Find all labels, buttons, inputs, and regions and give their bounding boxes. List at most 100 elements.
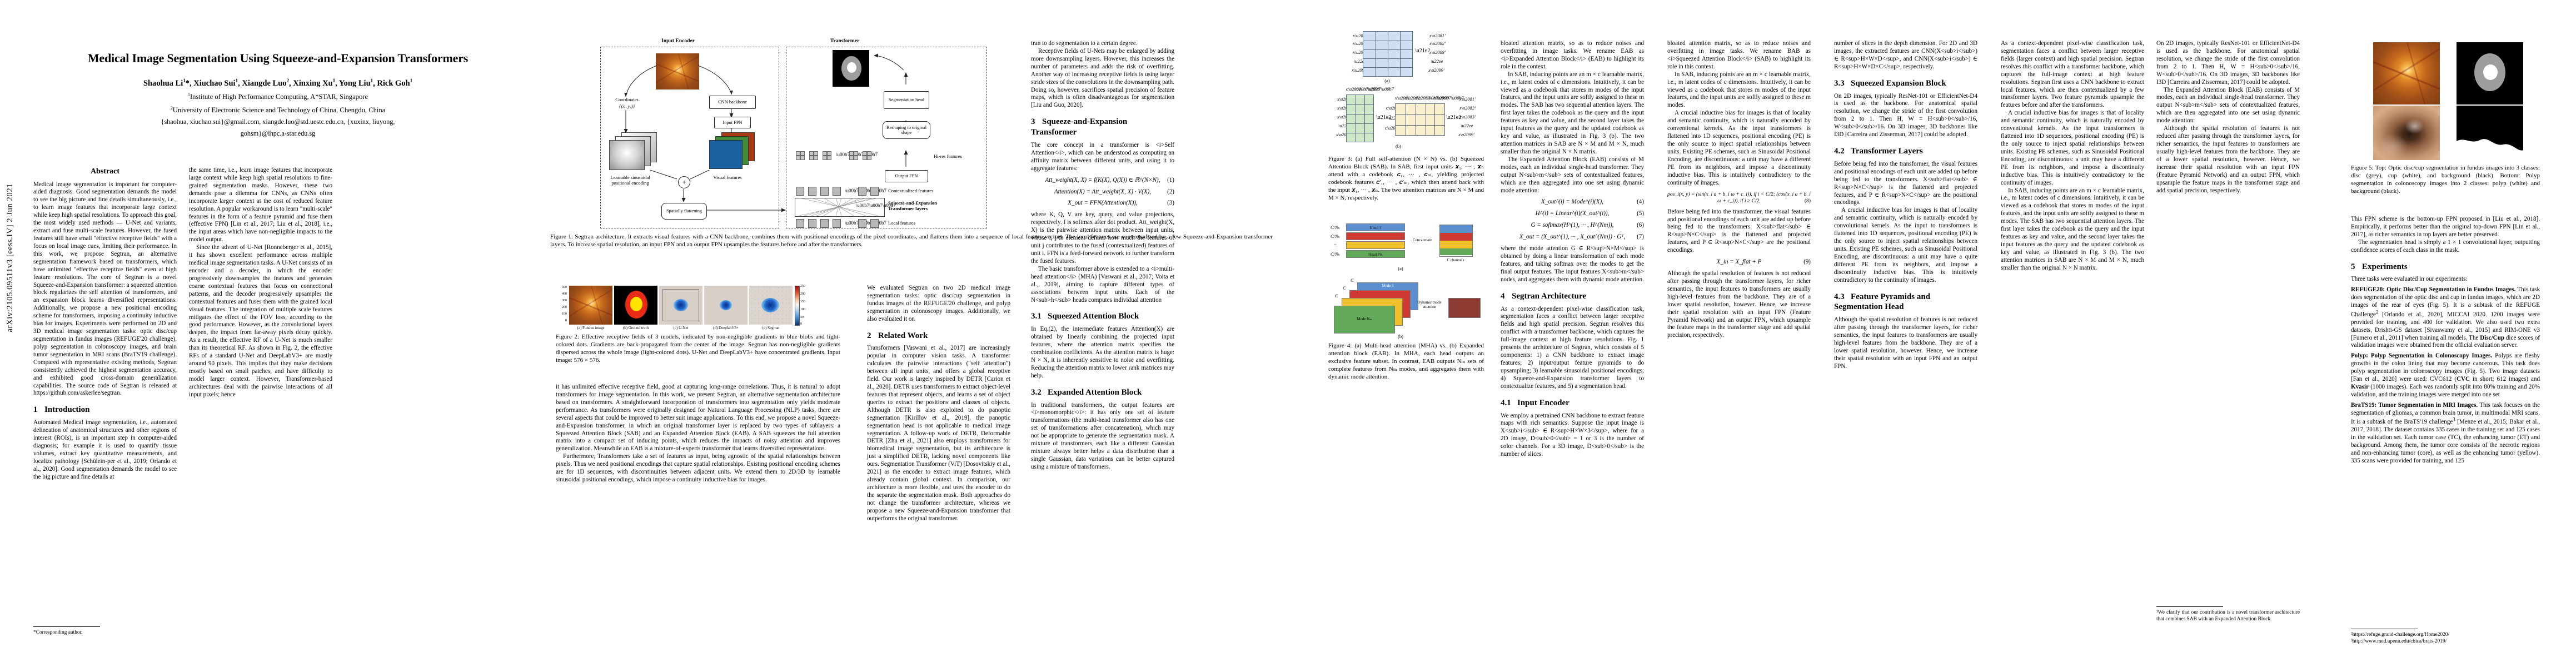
- figure1-segmentation-head-node: Segmentation head: [884, 91, 929, 109]
- figure1-se-ellipsis: \u00b7\u00b7\u00b7: [856, 202, 896, 208]
- figure2-panel-c-image: [659, 286, 702, 325]
- col5-paragraph-4: where K, Q, V are key, query, and value …: [1031, 211, 1174, 265]
- col8-paragraph-3: Before being fed into the transformer, t…: [1834, 160, 1977, 206]
- figure1-attention-lines: [799, 198, 879, 216]
- figure1-transformer-label: Transformer: [830, 38, 860, 44]
- figure4-concatenate-label: Concatenate: [1412, 238, 1432, 242]
- figure-2: 500 400 300 200 100 0 250 200 150 100: [556, 285, 840, 364]
- figure4-mode-1-label: Mode 1: [1382, 283, 1394, 288]
- col9-paragraph-1: As a context-dependent pixel-wise classi…: [2001, 40, 2144, 109]
- figure1-output-mask-image: [833, 50, 869, 87]
- column-10: On 2D images, typically ResNet-101 or Ef…: [2156, 40, 2300, 646]
- experiment-polyp-heading: Polyp: Polyp Segmentation in Colonoscopy…: [2351, 352, 2493, 360]
- equation-4: X_out^(i) = Mode^(i)(X), (4): [1541, 198, 1644, 206]
- section-heading-sab: 3.1 Squeezed Attention Block: [1031, 312, 1139, 321]
- experiment-polyp: Polyp: Polyp Segmentation in Colonoscopy…: [2351, 352, 2540, 399]
- section-heading-transformer-layers: 4.2 Transformer Layers: [1834, 147, 1923, 156]
- figure1-input-fundus-image: [656, 53, 699, 89]
- col8-paragraph-1: number of slices in the depth dimension.…: [1834, 40, 1977, 70]
- equation-7: X_out = (X_out^(1), ··· , X_out^(Nm)) · …: [1519, 233, 1644, 241]
- footnote-rule-2: [2156, 606, 2223, 607]
- intro-paragraph-3: Since the advent of U-Net [Ronneberger e…: [189, 244, 332, 398]
- col4-paragraph-1: We evaluated Segtran on two 2D medical i…: [867, 285, 1010, 322]
- figure-3: x\u2081 x\u2082 x\u2083 \u22ee x\u2099 \…: [1328, 31, 1484, 203]
- figure4-dynamic-attention-label: Dynamic mode attention: [1417, 300, 1442, 310]
- col5-paragraph-5: The basic transformer above is extended …: [1031, 265, 1174, 303]
- col5-paragraph-3: The core concept in a transformer is <i>…: [1031, 141, 1174, 172]
- figure1-local-features-row: \u00b7\u00b7\u00b7: [796, 219, 979, 228]
- figure3-panel-b-label: (b): [1395, 143, 1402, 149]
- col6-paragraph-4: where the mode attention G ∈ R<sup>N×M</…: [1501, 245, 1644, 283]
- figure2-panel-label-d: (d) DeeplabV3+: [713, 326, 739, 330]
- figure5-caption: Figure 5: Top: Optic disc/cup segmentati…: [2351, 165, 2540, 195]
- figure1-caption: Figure 1: Segtran architecture. It extra…: [550, 233, 1273, 248]
- experiment-brats: BraTS19: Tumor Segmentation in MRI Image…: [2351, 402, 2540, 465]
- figure1-spatial-flattening-node: Spatially flattening: [661, 203, 707, 220]
- section-heading-squeeze-expansion: 3 Squeeze-and-Expansion Transformer: [1031, 117, 1128, 137]
- col11-paragraph-3: Three tasks were evaluated in our experi…: [2351, 276, 2468, 283]
- column-1: Abstract Medical image segmentation is i…: [33, 167, 177, 645]
- col7-paragraph-1: bloated attention matrix, so as to reduc…: [1667, 40, 1811, 70]
- figure5-colonoscopy-image: [2373, 106, 2440, 160]
- figure4-mode-dim-2: C: [1343, 286, 1346, 291]
- column-3: it has unlimited effective receptive fie…: [556, 384, 840, 645]
- experiment-refuge-heading: REFUGE20: Optic Disc/Cup Segmentation in…: [2351, 286, 2516, 293]
- figure-4: C/Nₕ Head 1 C/Nₕ ··· C/Nₕ Head Nₕ Concat…: [1328, 222, 1484, 389]
- figure4-mode-dim-1: C: [1351, 278, 1354, 283]
- figure1-input-encoder-label: Input Encoder: [661, 38, 695, 44]
- paper-header: Medical Image Segmentation Using Squeeze…: [33, 51, 522, 138]
- footnote-1: ¹We clarify that our contribution is a n…: [2156, 609, 2300, 622]
- figure1-contextualized-row: \u00b7\u00b7\u00b7: [796, 187, 979, 196]
- figure2-panel-e-image: [749, 286, 793, 325]
- figure2-caption: Figure 2: Effective receptive fields of …: [556, 334, 840, 364]
- col10-paragraph-3: Although the spatial resolution of featu…: [2156, 125, 2300, 194]
- figure4-mode-n-label: Mode Nₘ: [1357, 317, 1372, 321]
- figure1-sum-icon: +: [678, 176, 690, 188]
- figure2-panel-label-c: (c) U-Net: [673, 326, 689, 330]
- column-2: the same time, i.e., learn image feature…: [189, 167, 332, 645]
- footnote-2: ²https://refuge.grand-challenge.org/Home…: [2351, 631, 2450, 638]
- author-list: Shaohua Li1*, Xiuchao Sui1, Xiangde Luo2…: [143, 78, 413, 88]
- figure4-head-ellipsis: ···: [1334, 242, 1338, 247]
- col7-paragraph-2: In SAB, inducing points are an m × c lea…: [1667, 71, 1811, 109]
- author-emails-2: gohsm}@ihpc.a-star.edu.sg: [240, 129, 316, 137]
- col8-paragraph-5: Although the spatial resolution of featu…: [1834, 316, 1977, 370]
- affiliation-1: 1Institute of High Performance Computing…: [187, 92, 368, 101]
- figure4-caption: Figure 4: (a) Multi-head attention (MHA)…: [1328, 342, 1484, 380]
- intro-paragraph-2: the same time, i.e., learn image feature…: [189, 167, 332, 243]
- col6-paragraph-3: The Expanded Attention Block (EAB) consi…: [1501, 156, 1644, 194]
- figure1-coordinates-label: Coordinates: [615, 97, 639, 102]
- equation-6: G = softmax(H^(1), ··· , H^(Nm)), (6): [1531, 222, 1644, 229]
- figure-1: Input Encoder: [550, 38, 1278, 277]
- abstract-heading: Abstract: [90, 167, 120, 176]
- col9-paragraph-2: A crucial inductive bias for images is t…: [2001, 109, 2144, 186]
- col5-paragraph-2: Receptive fields of U-Nets may be enlarg…: [1031, 47, 1174, 109]
- footnote-rule: [33, 626, 100, 627]
- figure2-panel-label-e: (e) Segtran: [762, 326, 780, 330]
- section-heading-feature-pyramids: 4.3 Feature Pyramids and Segmentation Hea…: [1834, 292, 1931, 312]
- figure3-caption: Figure 3: (a) Full self-attention (N × N…: [1328, 156, 1484, 201]
- figure4-panel-a-label: (a): [1398, 266, 1403, 271]
- figure2-panel-label-a: (a) Fundus image: [577, 326, 605, 330]
- col5-paragraph-6: In Eq.(2), the intermediate features Att…: [1031, 326, 1174, 379]
- figure5-fundus-mask: [2457, 42, 2523, 104]
- column-7: bloated attention matrix, so as to reduc…: [1667, 40, 1811, 646]
- column-9: As a context-dependent pixel-wise classi…: [2001, 40, 2144, 646]
- col7-paragraph-3: A crucial inductive bias for images is t…: [1667, 109, 1811, 186]
- figure2-colorbar: [795, 286, 800, 326]
- column-11: This FPN scheme is the bottom-up FPN pro…: [2351, 216, 2540, 649]
- experiment-refuge-body: This task does segmentation of the optic…: [2351, 286, 2540, 349]
- col10-paragraph-1: On 2D images, typically ResNet-101 or Ef…: [2156, 40, 2300, 86]
- figure1-reshaping-node: Reshaping to original shape: [883, 121, 930, 139]
- figure2-yaxis: 500 400 300 200 100 0: [562, 286, 567, 322]
- column-6: bloated attention matrix, so as to reduc…: [1501, 40, 1644, 646]
- col7-paragraph-5: Although the spatial resolution of featu…: [1667, 270, 1811, 339]
- col6-paragraph-6: We employ a pretrained CNN backbone to e…: [1501, 412, 1644, 458]
- figure1-transformer-box: [786, 47, 987, 228]
- figure4-concat-output: [1439, 225, 1473, 257]
- figure1-local-features-label: Local features: [888, 220, 915, 226]
- equation-2: Attention(X) = Att_weight(X, X) · V(X),(…: [1054, 188, 1174, 195]
- section-heading-sinusoidal-encoding: 3.3 Squeezed Expansion Block: [1834, 78, 1946, 88]
- figure4-panel-b: C Mode 1 C C Mode Nₘ Dynamic mode attent…: [1328, 278, 1484, 339]
